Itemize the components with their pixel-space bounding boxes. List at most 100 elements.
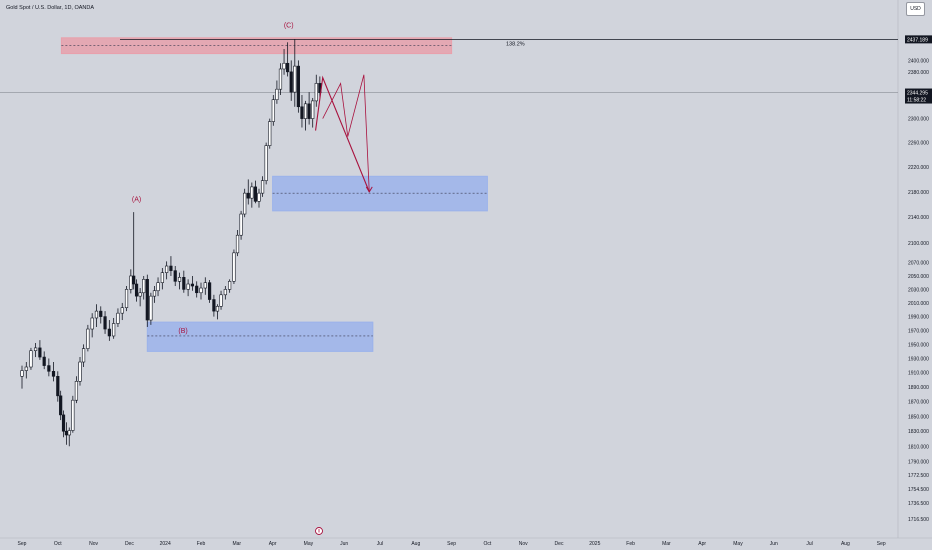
x-tick-label: May [304, 541, 314, 547]
candle-body [177, 277, 182, 282]
x-tick-label: Jun [340, 541, 348, 547]
candle-body [165, 265, 169, 273]
supply-zone [60, 37, 453, 55]
y-tick-label: 2400.000 [908, 58, 929, 64]
candle-body [173, 270, 177, 282]
candle-body [149, 295, 153, 321]
candle-body [219, 294, 223, 307]
y-tick-label: 2380.000 [908, 70, 929, 76]
y-tick-label: 2030.000 [908, 287, 929, 293]
candle-body [42, 356, 46, 366]
candle-body [235, 234, 240, 254]
symbol-title: Gold Spot / U.S. Dollar, 1D, OANDA [6, 5, 95, 11]
fib-price-tag [905, 35, 932, 44]
candle-body [107, 328, 111, 337]
candle-body [286, 62, 290, 73]
x-tick-label: 2024 [160, 541, 171, 547]
x-tick-label: Dec [125, 541, 134, 547]
y-tick-label: 1970.000 [908, 328, 929, 334]
y-tick-label: 1870.000 [908, 400, 929, 406]
candle-body [239, 213, 243, 236]
candle-body [257, 192, 261, 202]
candle-body [134, 283, 139, 297]
candle-body [124, 289, 129, 309]
candle-body [138, 292, 142, 297]
candle-body [71, 399, 75, 431]
candle-body [86, 328, 90, 349]
candle-body [94, 310, 99, 319]
y-tick-label: 1772.500 [908, 473, 929, 479]
candle-body [59, 395, 63, 416]
candle-body [99, 310, 103, 317]
y-tick-label: 1910.000 [908, 371, 929, 377]
candle-body [34, 347, 38, 352]
y-tick-label: 2220.000 [908, 165, 929, 171]
y-tick-label: 1850.000 [908, 414, 929, 420]
fib-price-tag-label: 2437.189 [907, 37, 928, 43]
demand-zone [146, 321, 374, 352]
y-tick-label: 2100.000 [908, 241, 929, 247]
x-tick-label: May [733, 541, 743, 547]
candle-body [90, 317, 94, 330]
x-tick-label: Jul [806, 541, 812, 547]
x-tick-label: Jun [770, 541, 778, 547]
candle-body [253, 186, 258, 202]
y-tick-label: 1830.000 [908, 429, 929, 435]
candle-body [67, 430, 71, 436]
candle-body [307, 103, 311, 119]
candle-body [29, 350, 33, 368]
candle-body [300, 106, 304, 119]
candle-body [112, 323, 116, 337]
candle-body [190, 283, 195, 287]
candle-body [250, 186, 254, 199]
x-tick-label: Sep [877, 541, 886, 547]
candle-body [152, 290, 157, 297]
currency-button[interactable]: USD [906, 2, 925, 16]
candle-body [203, 282, 207, 289]
candle-body [20, 370, 24, 377]
y-tick-label: 1810.000 [908, 444, 929, 450]
candle-body [51, 370, 56, 377]
y-tick-label: 1716.500 [908, 517, 929, 523]
candle-body [81, 348, 86, 363]
projection-arrowhead [365, 186, 373, 193]
current-price-tag [905, 88, 932, 104]
candle-body [142, 279, 146, 294]
wave-label: (A) [132, 196, 141, 203]
candle-body [223, 289, 227, 296]
candle-body [38, 347, 42, 358]
x-tick-label: Jul [377, 541, 383, 547]
candle-body [228, 281, 232, 290]
y-tick-label: 1736.500 [908, 501, 929, 507]
candle-body [120, 307, 124, 314]
candle-body [199, 287, 203, 294]
y-tick-label: 2010.000 [908, 301, 929, 307]
x-tick-label: Apr [269, 541, 277, 547]
demand-zone [272, 175, 488, 212]
x-tick-label: Aug [841, 541, 850, 547]
candle-body [278, 68, 283, 90]
y-tick-label: 2140.000 [908, 215, 929, 221]
candle-body [215, 306, 220, 312]
alternate-projection-path [322, 74, 370, 192]
x-tick-label: Aug [411, 541, 420, 547]
candle-body [303, 103, 308, 119]
fib-level-label: 138.2% [506, 41, 525, 47]
y-tick-label: 1950.000 [908, 342, 929, 348]
y-tick-label: 2050.000 [908, 274, 929, 280]
candle-body [271, 99, 275, 122]
x-tick-label: Oct [54, 541, 62, 547]
x-tick-label: Dec [555, 541, 564, 547]
candle-body [182, 277, 186, 290]
primary-projection-path [315, 75, 370, 193]
candle-body [289, 71, 293, 93]
candle-body [103, 316, 107, 330]
candle-body [268, 121, 272, 146]
wave-label: (C) [284, 23, 294, 30]
wave-label: (B) [178, 328, 187, 335]
countdown-label: 11:58:22 [907, 98, 926, 104]
y-tick-label: 1890.000 [908, 385, 929, 391]
x-tick-label: Sep [447, 541, 456, 547]
